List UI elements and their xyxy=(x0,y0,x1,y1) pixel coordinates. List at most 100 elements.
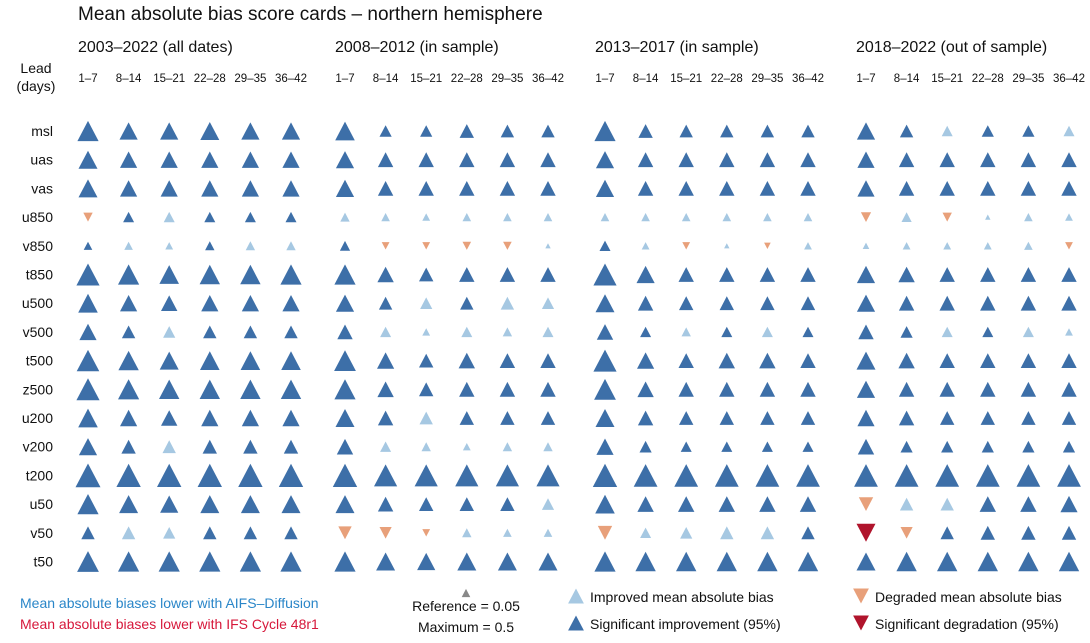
score-marker xyxy=(857,409,875,427)
score-marker xyxy=(1024,241,1033,250)
score-marker xyxy=(939,353,955,368)
score-marker xyxy=(802,441,814,452)
variable-label: t50 xyxy=(34,554,54,570)
lead-time-label: 29–35 xyxy=(751,73,783,85)
lead-time-label: 15–21 xyxy=(153,73,185,85)
score-marker xyxy=(857,438,875,455)
lead-time-label: 22–28 xyxy=(194,73,226,85)
score-marker xyxy=(800,411,816,425)
legend-label: Improved mean absolute bias xyxy=(590,589,774,605)
score-marker xyxy=(674,464,699,487)
score-marker xyxy=(540,353,556,368)
score-marker xyxy=(1061,381,1077,397)
score-marker xyxy=(336,438,354,455)
legend-significant-improvement-icon xyxy=(568,615,584,631)
variable-label: u50 xyxy=(30,496,54,512)
score-marker xyxy=(896,551,917,572)
score-marker xyxy=(536,464,560,487)
score-marker xyxy=(499,152,516,168)
score-marker xyxy=(900,440,913,453)
reference-marker xyxy=(461,588,471,598)
score-marker xyxy=(201,409,219,427)
score-marker xyxy=(160,122,179,140)
score-marker xyxy=(678,353,694,368)
score-marker xyxy=(335,179,355,197)
lead-time-label: 15–21 xyxy=(670,73,702,85)
lead-time-label: 8–14 xyxy=(373,73,399,85)
score-marker xyxy=(679,411,694,425)
score-marker xyxy=(124,241,133,250)
score-marker xyxy=(419,353,434,368)
score-marker xyxy=(121,325,136,339)
score-marker xyxy=(596,324,614,340)
score-marker xyxy=(200,351,220,370)
score-marker xyxy=(286,241,296,251)
score-marker xyxy=(714,464,739,487)
score-marker xyxy=(799,496,817,512)
score-marker xyxy=(857,151,875,168)
score-marker xyxy=(898,266,915,283)
score-marker xyxy=(1063,125,1075,137)
score-marker xyxy=(764,242,771,249)
score-marker xyxy=(201,151,219,168)
score-marker xyxy=(161,410,178,426)
score-marker xyxy=(939,381,955,397)
score-marker xyxy=(636,265,655,284)
score-marker xyxy=(856,380,876,398)
score-marker xyxy=(596,438,614,455)
score-marker xyxy=(1057,464,1081,487)
score-marker xyxy=(980,525,995,540)
score-marker xyxy=(500,411,515,425)
score-marker xyxy=(595,179,615,197)
score-marker xyxy=(540,411,556,425)
score-marker xyxy=(800,381,816,397)
score-marker xyxy=(542,326,554,338)
score-marker xyxy=(420,125,433,137)
score-marker xyxy=(721,326,733,338)
score-marker xyxy=(201,180,219,197)
score-marker xyxy=(804,242,812,250)
score-marker xyxy=(243,325,258,339)
score-marker xyxy=(500,296,515,310)
score-marker xyxy=(856,294,876,312)
score-marker xyxy=(335,121,355,141)
score-marker xyxy=(118,350,139,371)
score-marker xyxy=(334,379,356,400)
score-marker xyxy=(280,264,302,285)
panel-headers: Lead (days) 2003–2022 (all dates) 1–7 8–14 15… xyxy=(17,39,1085,94)
row-header-line: Lead xyxy=(20,60,51,76)
score-marker xyxy=(241,151,259,168)
score-marker xyxy=(800,267,816,282)
score-marker xyxy=(635,551,656,572)
score-marker xyxy=(459,267,475,282)
score-marker xyxy=(421,442,431,452)
score-marker xyxy=(165,242,174,250)
score-marker xyxy=(899,124,914,138)
score-marker xyxy=(199,379,220,399)
legend-label: Degraded mean absolute bias xyxy=(875,589,1062,605)
score-marker xyxy=(593,349,617,372)
score-marker xyxy=(980,295,996,311)
score-marker xyxy=(77,494,99,515)
score-marker xyxy=(797,551,819,572)
score-marker xyxy=(499,381,516,397)
lead-time-label: 8–14 xyxy=(894,73,920,85)
lead-time-label: 15–21 xyxy=(410,73,442,85)
score-marker xyxy=(197,463,222,487)
panel-title: 2003–2022 (all dates) xyxy=(78,39,233,56)
score-marker xyxy=(898,152,915,168)
score-marker xyxy=(78,293,98,313)
score-marker xyxy=(597,525,613,540)
score-marker xyxy=(240,379,261,399)
panel-title: 2018–2022 (out of sample) xyxy=(856,39,1047,56)
score-marker xyxy=(980,411,995,425)
score-marker xyxy=(77,120,99,142)
legend-scale-label: Maximum = 0.5 xyxy=(418,619,514,635)
score-marker xyxy=(980,181,996,196)
lead-time-label: 22–28 xyxy=(451,73,483,85)
score-marker xyxy=(460,296,474,310)
score-marker xyxy=(163,211,175,223)
score-marker xyxy=(641,242,650,250)
score-marker xyxy=(592,463,618,487)
